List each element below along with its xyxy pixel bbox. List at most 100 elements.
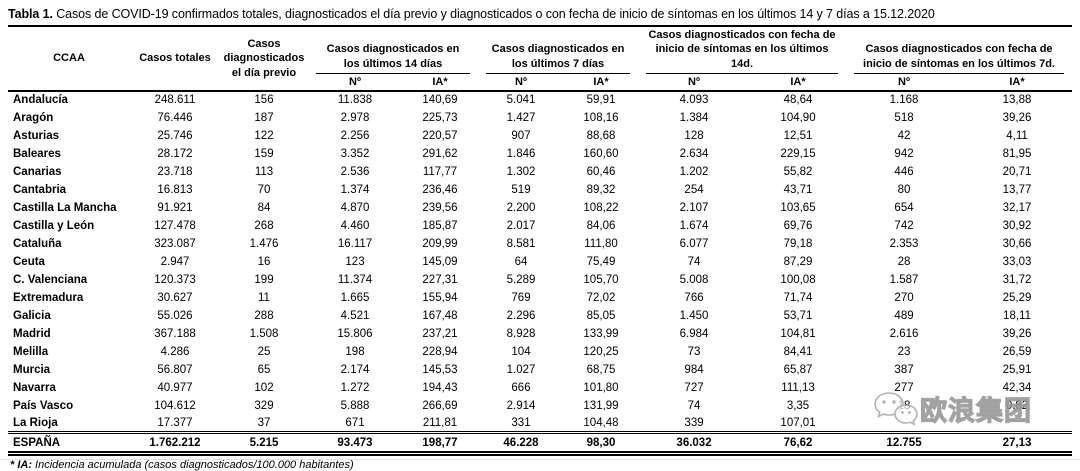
ia-7d-value: 160,60: [583, 147, 619, 160]
n-7d-value: 64: [514, 255, 528, 268]
ia-7d-value: 84,06: [586, 219, 616, 232]
total-n-sint-7d: 12.755: [846, 431, 963, 457]
n-sint-7d-value: 654: [894, 201, 914, 214]
header-group-diag-7d-label: Casos diagnosticados en los últimos 7 dí…: [486, 41, 631, 74]
ia-7d-value: 108,22: [583, 201, 619, 214]
ia-14d-value: 145,09: [422, 255, 458, 268]
subheader-n-sint-7d: Nº: [846, 73, 963, 92]
total-row: ESPAÑA 1.762.212 5.215 93.473 198,77 46.…: [8, 431, 1073, 457]
n-14d-value: 11.838: [337, 94, 373, 107]
ia-7d-value: 75,49: [586, 255, 616, 268]
casos-totales-value: 76.446: [157, 111, 193, 124]
ia-sint-14d-value: 103,65: [780, 201, 816, 214]
n-sint-7d-value: 942: [894, 147, 914, 160]
dia-previo-value: 199: [254, 273, 274, 286]
n-sint-14d-value: 6.077: [679, 237, 709, 250]
total-ia-14d: 198,77: [402, 431, 478, 457]
ia-14d-value: 117,77: [422, 165, 458, 178]
n-14d-value: 4.460: [340, 219, 370, 232]
header-group-diag-14d: Casos diagnosticados en los últimos 14 d…: [308, 27, 478, 74]
n-sint-14d-value: 73: [687, 345, 701, 358]
ia-sint-7d-value: 30,92: [1002, 219, 1032, 232]
table-row: Cantabria 16.813 70 1.374 236,46 519 89,…: [8, 181, 1072, 199]
n-sint-14d-value: 5.008: [679, 273, 709, 286]
ia-sint-14d-value: 43,71: [783, 183, 813, 196]
table-row: Baleares 28.172 159 3.352 291,62 1.846 1…: [8, 145, 1072, 163]
ia-14d-value: 209,99: [422, 237, 458, 250]
ia-sint-7d-value: 18,11: [1003, 309, 1031, 322]
table-row: Aragón 76.446 187 2.978 225,73 1.427 108…: [8, 109, 1072, 127]
ccaa-name: Asturias: [13, 129, 60, 142]
header-group-sintomas-7d-label: Casos diagnosticados con fecha de inicio…: [854, 41, 1065, 74]
ia-7d-value: 72,02: [586, 291, 616, 304]
ia-14d-value: 228,94: [422, 345, 458, 358]
n-sint-14d-value: 1.202: [679, 165, 709, 178]
footnote-text: Incidencia acumulada (casos diagnosticad…: [32, 459, 354, 471]
n-sint-7d-value: 387: [894, 363, 914, 376]
n-14d-value: 2.174: [340, 363, 370, 376]
table-row: Canarias 23.718 113 2.536 117,77 1.302 6…: [8, 163, 1072, 181]
n-sint-7d-value: 28: [897, 255, 911, 268]
table-row: Asturias 25.746 122 2.256 220,57 907 88,…: [8, 127, 1072, 145]
casos-totales-value: 16.813: [157, 183, 193, 196]
n-sint-14d-value: 339: [684, 417, 704, 430]
ia-14d-value: 194,43: [422, 381, 458, 394]
n-14d-value: 11.374: [337, 273, 373, 286]
ia-7d-value: 104,48: [583, 417, 619, 430]
ia-sint-7d-value: 20,71: [1002, 165, 1032, 178]
dia-previo-value: 1.508: [249, 327, 279, 340]
dia-previo-value: 113: [254, 165, 274, 178]
n-7d-value: 1.427: [506, 111, 536, 124]
ia-sint-14d-value: 84,41: [783, 345, 813, 358]
casos-totales-value: 55.026: [157, 309, 193, 322]
ccaa-name: Cataluña: [13, 237, 62, 250]
casos-totales-value: 248.611: [154, 94, 196, 107]
n-7d-value: 331: [511, 417, 531, 430]
n-7d-value: 8.928: [506, 327, 536, 340]
n-sint-14d-value: 4.093: [679, 94, 709, 107]
dia-previo-value: 288: [254, 309, 274, 322]
ia-14d-value: 237,21: [422, 327, 458, 340]
n-14d-value: 123: [345, 255, 365, 268]
n-sint-14d-value: 6.984: [679, 327, 709, 340]
casos-totales-value: 23.718: [157, 165, 193, 178]
table-row: Extremadura 30.627 11 1.665 155,94 769 7…: [8, 289, 1072, 307]
ccaa-name: La Rioja: [13, 417, 58, 430]
dia-previo-value: 70: [257, 183, 271, 196]
casos-totales-value: 28.172: [157, 147, 193, 160]
ccaa-name: Castilla y León: [13, 219, 95, 232]
header-ccaa: CCAA: [8, 27, 130, 92]
total-casos-totales: 1.762.212: [130, 431, 220, 457]
n-sint-7d-value: 270: [894, 291, 914, 304]
ia-14d-value: 185,87: [422, 219, 458, 232]
n-sint-7d-value: 80: [897, 183, 911, 196]
header-group-sintomas-14d-label: Casos diagnosticados con fecha de inicio…: [646, 27, 839, 74]
table-row: Murcia 56.807 65 2.174 145,53 1.027 68,7…: [8, 361, 1072, 379]
ccaa-name: Baleares: [13, 147, 61, 160]
ia-7d-value: 105,70: [583, 273, 619, 286]
n-7d-value: 2.914: [506, 399, 536, 412]
ccaa-name: Castilla La Mancha: [13, 201, 117, 214]
covid-data-table: CCAA Casos totales Casos diagnosticados …: [8, 27, 1073, 457]
ia-sint-7d-value: 13,77: [1002, 183, 1032, 196]
ia-sint-7d-value: 25,91: [1002, 363, 1032, 376]
total-ia-sint-14d: 76,62: [750, 431, 847, 457]
casos-totales-value: 367.188: [154, 327, 196, 340]
ia-sint-7d-value: 0,82: [1005, 399, 1029, 412]
casos-totales-value: 25.746: [157, 129, 193, 142]
ccaa-name: Murcia: [13, 363, 51, 376]
ia-14d-value: 167,48: [422, 309, 458, 322]
table-row: Galicia 55.026 288 4.521 167,48 2.296 85…: [8, 307, 1072, 325]
ia-14d-value: 225,73: [422, 111, 458, 124]
n-sint-7d-value: 277: [894, 381, 914, 394]
total-ia-7d: 98,30: [564, 431, 639, 457]
n-7d-value: 907: [511, 129, 531, 142]
n-sint-14d-value: 254: [684, 183, 704, 196]
ia-7d-value: 111,80: [584, 237, 618, 250]
ia-sint-7d-value: 42,34: [1002, 381, 1032, 394]
ia-7d-value: 133,99: [583, 327, 619, 340]
total-ia-sint-7d: 27,13: [962, 431, 1073, 457]
ia-sint-14d-value: 71,74: [783, 291, 813, 304]
casos-totales-value: 4.286: [160, 345, 190, 358]
